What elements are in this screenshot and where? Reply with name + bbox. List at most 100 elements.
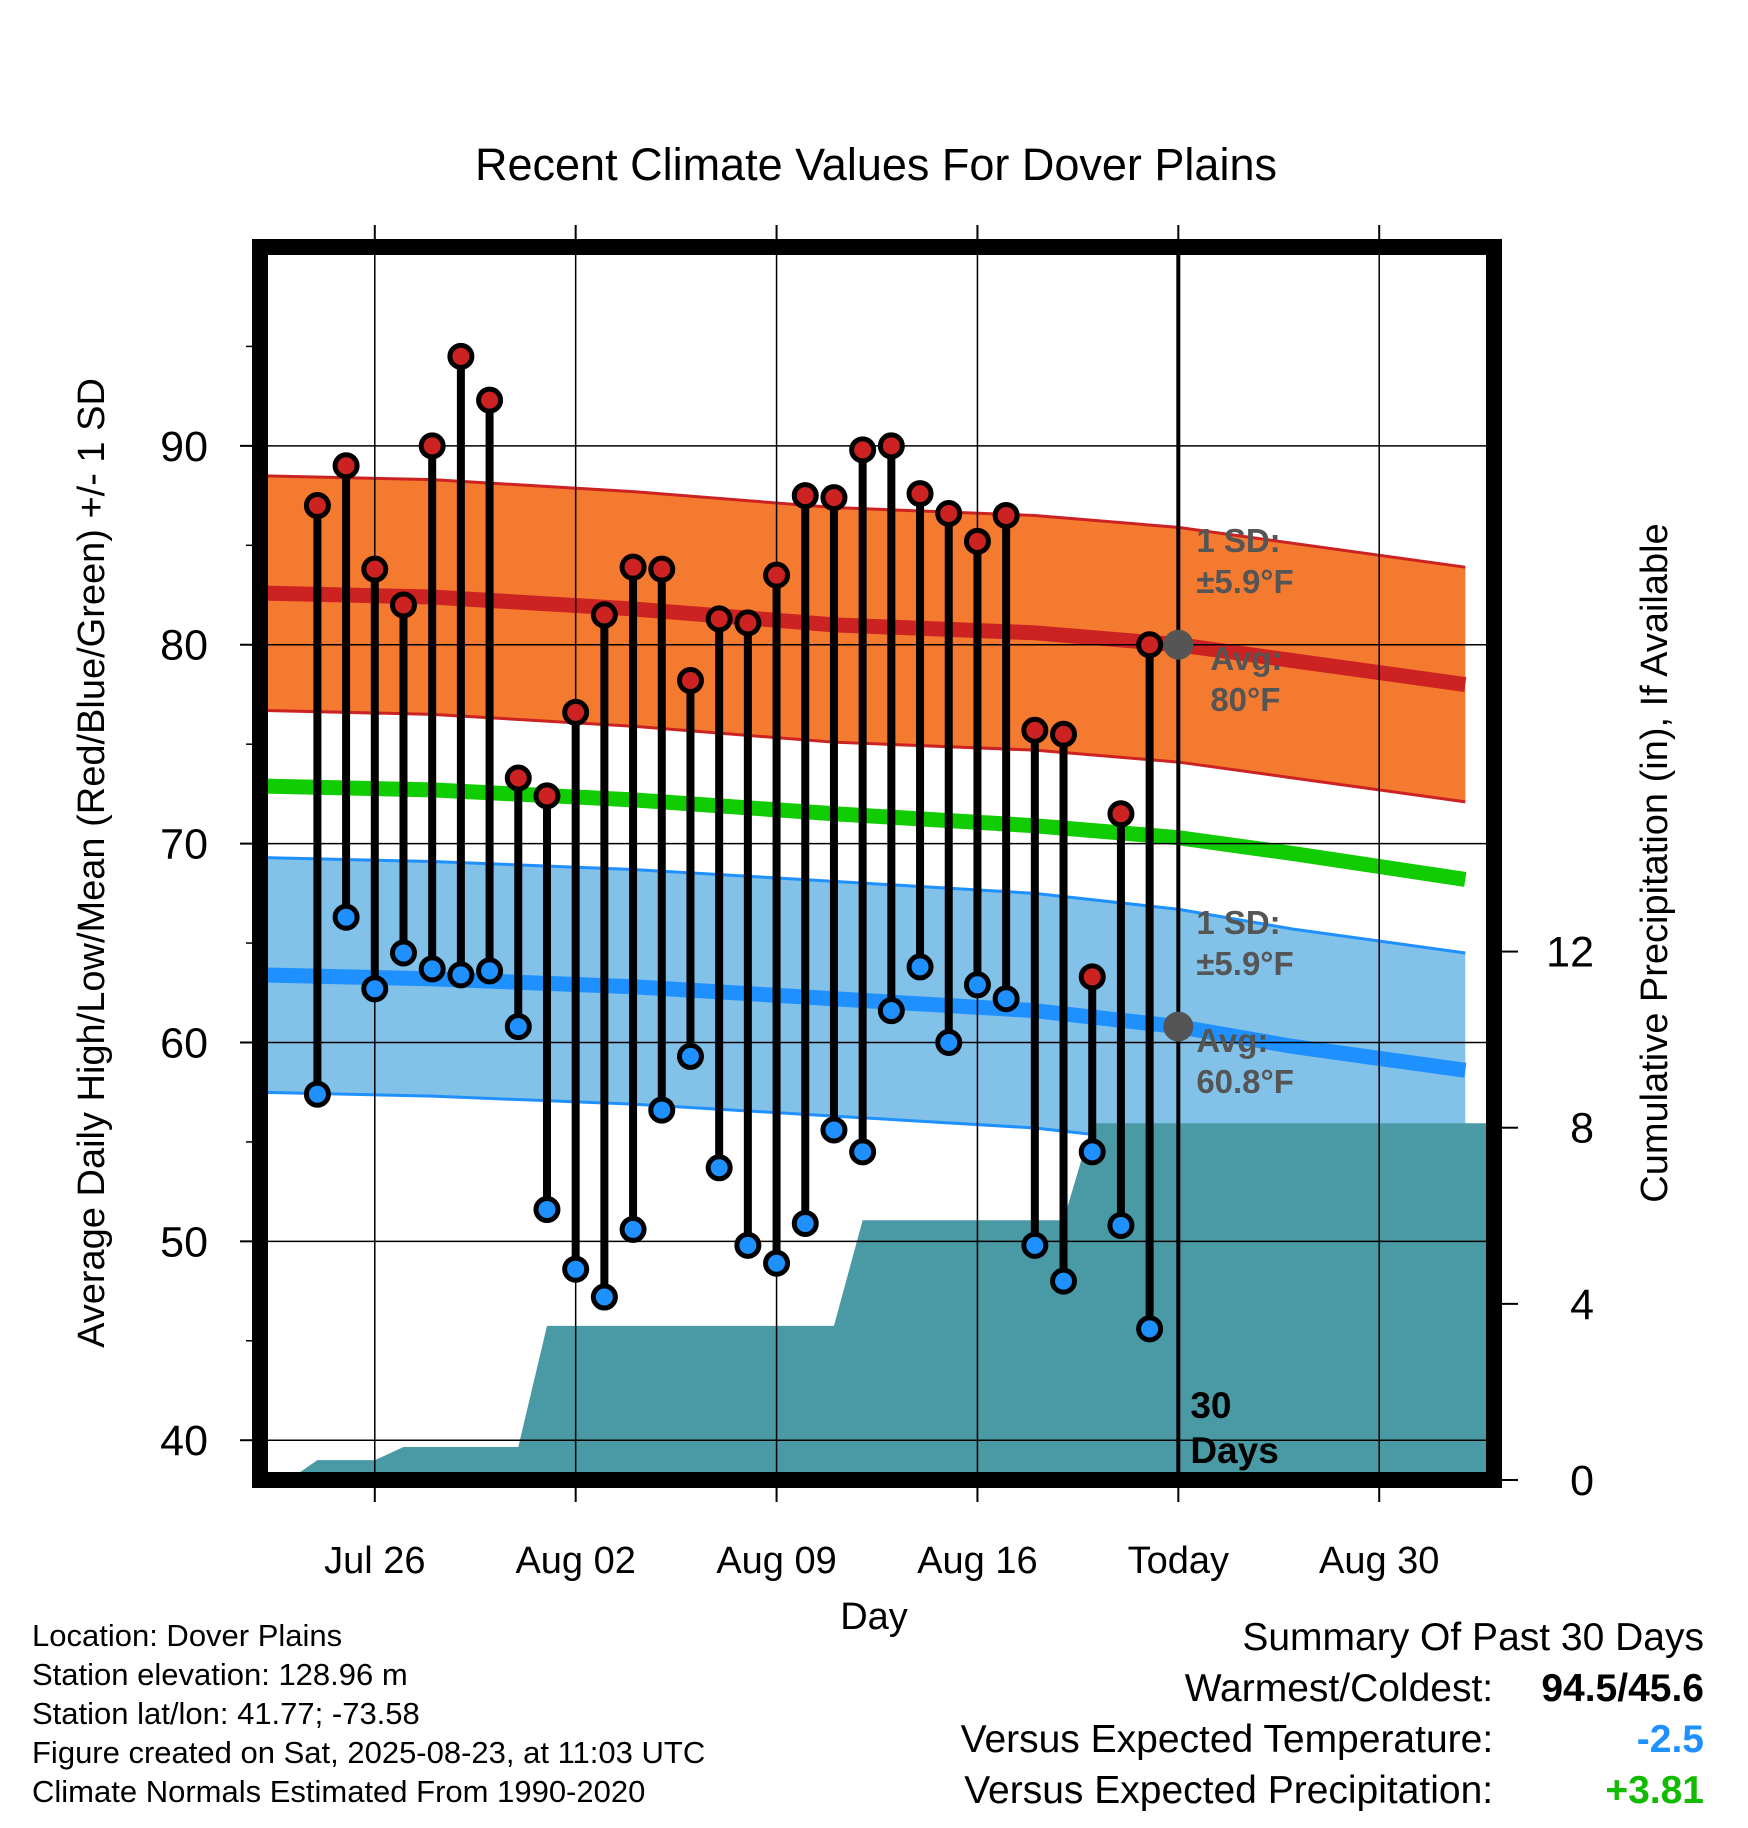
today-expected-low-marker xyxy=(1163,1011,1194,1042)
daily-low-point xyxy=(992,985,1020,1013)
daily-low-point xyxy=(303,1080,331,1108)
y-tick-label: 60 xyxy=(160,1019,208,1067)
y-tick-label: 80 xyxy=(160,622,208,670)
today-expected-high-marker xyxy=(1163,629,1194,660)
daily-high-point xyxy=(676,667,704,695)
daily-high-point xyxy=(705,605,733,633)
normals-text: Climate Normals Estimated From 1990-2020 xyxy=(32,1774,646,1809)
daily-high-point xyxy=(1050,720,1078,748)
low-avg-label-line-0: Avg: xyxy=(1196,1022,1268,1059)
daily-low-point xyxy=(619,1215,647,1243)
low-avg-label-line-1: 60.8°F xyxy=(1196,1063,1294,1100)
daily-high-point xyxy=(877,432,905,460)
daily-high-point xyxy=(504,764,532,792)
normal-high-line xyxy=(259,585,1467,692)
daily-low-point xyxy=(1078,1138,1106,1166)
daily-low-point xyxy=(676,1042,704,1070)
high-sd-label-line-1: ±5.9°F xyxy=(1196,563,1293,600)
y2-tick-label: 8 xyxy=(1570,1105,1594,1153)
created-text: Figure created on Sat, 2025-08-23, at 11… xyxy=(32,1735,706,1770)
temp-vs-expected-value: -2.5 xyxy=(1636,1718,1704,1761)
x-tick-label: Aug 16 xyxy=(917,1540,1037,1582)
daily-high-point xyxy=(303,492,331,520)
daily-high-point xyxy=(447,342,475,370)
low-sd-label-line-0: 1 SD: xyxy=(1196,904,1280,941)
daily-low-point xyxy=(418,955,446,983)
station-metadata: Location: Dover Plains Station elevation… xyxy=(32,1616,705,1811)
today-window-label-0: 30 xyxy=(1190,1385,1231,1426)
daily-low-point xyxy=(820,1116,848,1144)
daily-low-point xyxy=(361,975,389,1003)
daily-high-point xyxy=(763,561,791,589)
daily-high-point xyxy=(1136,631,1164,659)
y-tick-label: 50 xyxy=(160,1218,208,1266)
daily-high-point xyxy=(1078,963,1106,991)
x-tick-label: Today xyxy=(1128,1540,1229,1582)
low-sd-label-line-1: ±5.9°F xyxy=(1196,945,1293,982)
daily-low-point xyxy=(963,971,991,999)
precipitation-area xyxy=(288,1123,1495,1480)
today-window-label-1: Days xyxy=(1190,1430,1278,1471)
daily-high-point xyxy=(935,499,963,527)
y2-tick-label: 12 xyxy=(1546,929,1594,977)
latlon-text: Station lat/lon: 41.77; -73.58 xyxy=(32,1696,420,1731)
daily-low-point xyxy=(533,1196,561,1224)
daily-high-point xyxy=(562,698,590,726)
chart-title: Recent Climate Values For Dover Plains xyxy=(475,139,1277,190)
normal-mean-line xyxy=(259,778,1467,887)
daily-low-point xyxy=(562,1255,590,1283)
daily-low-point xyxy=(849,1138,877,1166)
y-tick-label: 90 xyxy=(160,423,208,471)
daily-high-point xyxy=(734,609,762,637)
daily-low-point xyxy=(1136,1315,1164,1343)
elevation-text: Station elevation: 128.96 m xyxy=(32,1657,408,1692)
daily-low-point xyxy=(734,1231,762,1259)
x-tick-label: Aug 30 xyxy=(1319,1540,1439,1582)
daily-high-point xyxy=(906,480,934,508)
high-avg-label-line-1: 80°F xyxy=(1210,681,1280,718)
daily-high-point xyxy=(418,432,446,460)
daily-low-point xyxy=(590,1283,618,1311)
daily-low-point xyxy=(1107,1211,1135,1239)
daily-low-point xyxy=(763,1249,791,1277)
daily-low-point xyxy=(906,953,934,981)
daily-high-point xyxy=(791,482,819,510)
daily-high-point xyxy=(963,527,991,555)
high-sd-label-line-0: 1 SD: xyxy=(1196,522,1280,559)
x-axis-label: Day xyxy=(840,1596,908,1638)
daily-high-point xyxy=(590,601,618,629)
warmest-coldest-value: 94.5/45.6 xyxy=(1541,1667,1704,1710)
daily-low-point xyxy=(476,957,504,985)
location-text: Location: Dover Plains xyxy=(32,1618,343,1653)
daily-high-point xyxy=(992,501,1020,529)
daily-low-point xyxy=(877,997,905,1025)
daily-high-point xyxy=(648,555,676,583)
daily-high-point xyxy=(533,782,561,810)
y2-tick-label: 4 xyxy=(1570,1281,1594,1329)
y-tick-label: 40 xyxy=(160,1417,208,1465)
x-tick-label: Aug 02 xyxy=(515,1540,635,1582)
daily-high-point xyxy=(820,484,848,512)
daily-high-point xyxy=(1107,800,1135,828)
daily-high-point xyxy=(389,591,417,619)
daily-low-point xyxy=(648,1096,676,1124)
daily-low-point xyxy=(1021,1231,1049,1259)
daily-low-point xyxy=(705,1154,733,1182)
daily-low-point xyxy=(791,1209,819,1237)
high-band-lower-edge xyxy=(259,708,1466,804)
low-band-upper-edge xyxy=(259,856,1466,955)
high-avg-label-line-0: Avg: xyxy=(1210,640,1282,677)
daily-low-point xyxy=(1050,1267,1078,1295)
x-tick-label: Aug 09 xyxy=(716,1540,836,1582)
high-band-upper-edge xyxy=(259,474,1466,569)
daily-low-point xyxy=(504,1013,532,1041)
precip-vs-expected-row: Versus Expected Precipitation: +3.81 xyxy=(804,1765,1704,1816)
daily-high-point xyxy=(332,452,360,480)
daily-low-point xyxy=(332,903,360,931)
temp-vs-expected-label: Versus Expected Temperature: xyxy=(960,1718,1494,1761)
daily-low-point xyxy=(447,961,475,989)
x-tick-label: Jul 26 xyxy=(324,1540,425,1582)
warmest-coldest-row: Warmest/Coldest: 94.5/45.6 xyxy=(804,1663,1704,1714)
y-axis-label: Average Daily High/Low/Mean (Red/Blue/Gr… xyxy=(71,378,113,1348)
